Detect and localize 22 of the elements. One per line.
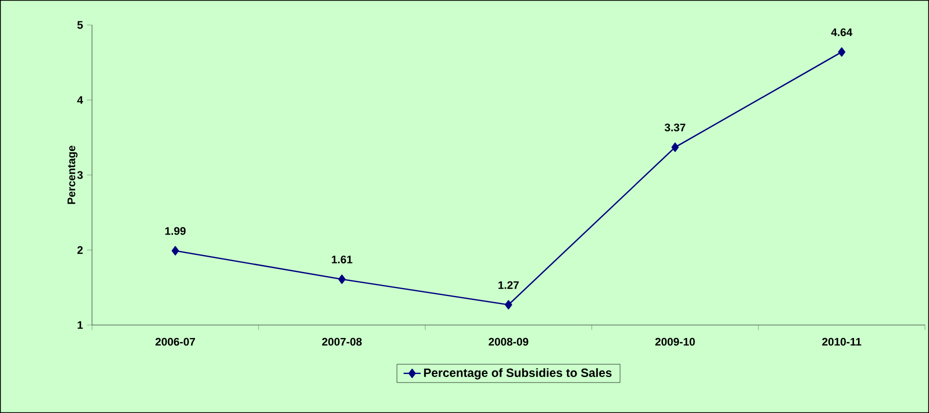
x-tick-label: 2008-09 — [488, 338, 528, 346]
point — [338, 274, 346, 284]
point — [504, 300, 512, 310]
data-label: 1.27 — [498, 281, 519, 289]
y-tick-label: 2 — [77, 246, 83, 254]
data-label: 4.64 — [831, 28, 852, 36]
y-tick-label: 3 — [77, 171, 83, 179]
legend-label: Percentage of Subsidies to Sales — [424, 368, 612, 380]
point — [671, 142, 679, 152]
x-tick-label: 2006-07 — [155, 338, 195, 346]
x-tick-label: 2009-10 — [655, 338, 695, 346]
y-axis-title: Percentage — [68, 146, 78, 204]
x-tick-label: 2010-11 — [822, 338, 862, 346]
point — [172, 246, 179, 256]
y-tick-label: 5 — [77, 21, 83, 29]
y-tick-label: 1 — [78, 321, 83, 329]
data-label: 1.61 — [332, 256, 352, 264]
data-label: 3.37 — [664, 124, 686, 132]
y-tick-label: 4 — [77, 96, 84, 104]
x-tick-label: 2007-08 — [322, 338, 362, 346]
point — [838, 47, 846, 57]
data-label: 1.99 — [165, 227, 186, 235]
